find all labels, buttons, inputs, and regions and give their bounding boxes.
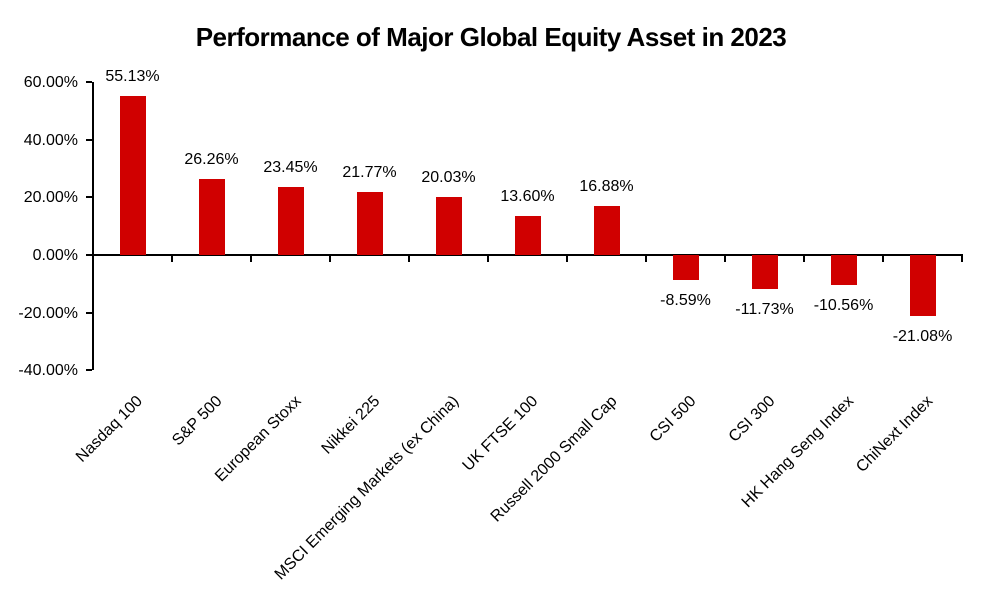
bar-value-label: -11.73% — [735, 300, 794, 318]
x-tick-mark — [250, 254, 252, 262]
x-axis-zero-line — [92, 254, 962, 256]
y-tick-mark — [86, 369, 92, 372]
x-category-label: ChiNext Index — [853, 392, 937, 476]
y-tick-mark — [86, 81, 92, 84]
x-tick-mark — [882, 254, 884, 262]
y-tick-label: -40.00% — [18, 362, 78, 380]
x-category-label: S&P 500 — [168, 392, 226, 450]
y-tick-mark — [86, 254, 92, 256]
y-tick-label: 60.00% — [23, 74, 78, 92]
x-tick-mark — [566, 254, 568, 262]
y-tick-mark — [86, 196, 92, 199]
bar-value-label: 21.77% — [342, 164, 397, 182]
bar-value-label: 26.26% — [184, 151, 239, 169]
y-axis-line — [92, 82, 94, 370]
bar — [751, 255, 778, 289]
bar-value-label: 16.88% — [579, 178, 634, 196]
bar — [909, 255, 936, 316]
bar — [356, 192, 383, 255]
y-tick-label: 20.00% — [23, 189, 78, 207]
x-tick-mark — [487, 254, 489, 262]
y-tick-label: 40.00% — [23, 131, 78, 149]
bar-value-label: -21.08% — [892, 327, 953, 345]
x-tick-mark — [961, 254, 963, 262]
bar — [277, 187, 304, 255]
y-tick-label: -20.00% — [18, 304, 78, 322]
y-tick-mark — [86, 311, 92, 314]
y-tick-mark — [86, 138, 92, 141]
x-category-label: UK FTSE 100 — [459, 392, 542, 475]
bar — [830, 255, 857, 286]
bar — [514, 215, 541, 255]
x-category-label: Nasdaq 100 — [73, 392, 147, 466]
chart-title: Performance of Major Global Equity Asset… — [195, 22, 787, 52]
x-tick-mark — [408, 254, 410, 262]
x-category-label: CSI 300 — [725, 392, 779, 446]
x-tick-mark — [645, 254, 647, 262]
bar — [119, 96, 146, 255]
y-tick-label: 0.00% — [32, 247, 78, 264]
bar — [435, 197, 462, 255]
x-tick-mark — [724, 254, 726, 262]
x-category-label: CSI 500 — [646, 392, 700, 446]
x-category-label: Nikkei 225 — [318, 392, 384, 458]
bar-value-label: 20.03% — [421, 169, 476, 187]
bar-value-label: -8.59% — [660, 291, 711, 309]
bar-value-label: 55.13% — [105, 68, 160, 86]
bar-value-label: 13.60% — [500, 187, 555, 205]
x-tick-mark — [171, 254, 173, 262]
bar — [672, 255, 699, 280]
bar — [198, 179, 225, 255]
x-tick-mark — [329, 254, 331, 262]
bar — [593, 206, 620, 255]
bar-value-label: 23.45% — [263, 159, 318, 177]
bar-value-label: -10.56% — [813, 297, 874, 315]
x-tick-mark — [803, 254, 805, 262]
